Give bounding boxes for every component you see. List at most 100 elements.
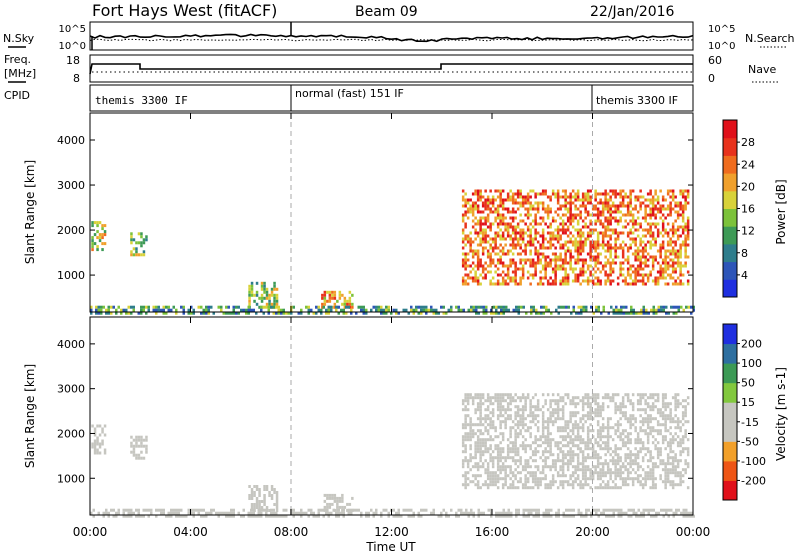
heatmap-cell (534, 447, 537, 451)
heatmap-cell (504, 216, 507, 220)
heatmap-cell (556, 201, 560, 205)
heatmap-cell (671, 471, 675, 475)
heatmap-cell (684, 243, 687, 247)
heatmap-cell (685, 511, 688, 515)
heatmap-cell (664, 228, 667, 232)
heatmap-cell (343, 299, 347, 303)
heatmap-cell (556, 264, 560, 268)
heatmap-cell (362, 311, 365, 315)
heatmap-cell (586, 231, 590, 235)
heatmap-cell (589, 246, 592, 250)
heatmap-cell (529, 234, 532, 238)
heatmap-cell (524, 252, 527, 256)
heatmap-cell (504, 417, 507, 421)
heatmap-cell (556, 192, 560, 196)
heatmap-cell (305, 511, 308, 515)
heatmap-cell (679, 201, 682, 205)
heatmap-cell (644, 255, 647, 259)
heatmap-cell (647, 311, 650, 315)
heatmap-cell (561, 276, 565, 280)
heatmap-cell (664, 261, 667, 265)
heatmap-cell (351, 496, 354, 500)
heatmap-cell (521, 444, 525, 448)
heatmap-cell (521, 267, 525, 271)
heatmap-cell (526, 486, 530, 490)
heatmap-cell (616, 276, 620, 280)
heatmap-cell (521, 411, 525, 415)
heatmap-cell (676, 441, 680, 445)
heatmap-cell (472, 514, 475, 518)
heatmap-cell (484, 468, 487, 472)
heatmap-cell (92, 514, 95, 518)
heatmap-cell (157, 305, 160, 309)
heatmap-cell (541, 231, 545, 235)
heatmap-cell (464, 408, 467, 412)
heatmap-cell (494, 399, 497, 403)
heatmap-cell (596, 234, 600, 238)
heatmap-cell (491, 480, 495, 484)
colorbar-swatch (723, 324, 737, 345)
heatmap-cell (499, 255, 502, 259)
heatmap-cell (466, 438, 470, 442)
heatmap-cell (422, 305, 425, 309)
heatmap-cell (511, 198, 515, 202)
heatmap-cell (499, 219, 502, 223)
heatmap-cell (142, 514, 145, 518)
heatmap-cell (476, 408, 480, 412)
heatmap-cell (516, 201, 520, 205)
heatmap-cell (651, 441, 655, 445)
heatmap-cell (499, 189, 502, 193)
heatmap-cell (484, 276, 487, 280)
heatmap-cell (162, 308, 165, 312)
heatmap-cell (684, 237, 687, 241)
heatmap-cell (481, 267, 485, 271)
heatmap-cell (501, 414, 505, 418)
heatmap-cell (325, 308, 328, 312)
heatmap-cell (679, 249, 682, 253)
heatmap-cell (546, 216, 550, 220)
heatmap-cell (97, 311, 100, 315)
heatmap-cell (531, 219, 535, 223)
heatmap-cell (282, 308, 285, 312)
heatmap-cell (619, 474, 622, 478)
heatmap-cell (147, 305, 150, 309)
heatmap-cell (676, 426, 680, 430)
heatmap-cell (561, 282, 565, 286)
heatmap-cell (674, 228, 677, 232)
heatmap-cell (247, 305, 250, 309)
heatmap-cell (656, 420, 660, 424)
heatmap-cell (624, 258, 627, 262)
heatmap-cell (91, 242, 94, 246)
heatmap-cell (499, 282, 502, 286)
heatmap-cell (514, 441, 517, 445)
heatmap-cell (607, 508, 610, 512)
heatmap-cell (509, 408, 512, 412)
heatmap-cell (532, 514, 535, 518)
heatmap-cell (619, 405, 622, 409)
heatmap-cell (380, 308, 383, 312)
date-label: 22/Jan/2016 (590, 4, 675, 20)
heatmap-cell (549, 414, 552, 418)
heatmap-cell (255, 281, 259, 285)
heatmap-cell (432, 311, 435, 315)
heatmap-cell (526, 393, 530, 397)
heatmap-cell (554, 276, 557, 280)
heatmap-cell (263, 497, 266, 500)
heatmap-cell (569, 198, 572, 202)
heatmap-cell (596, 210, 600, 214)
heatmap-cell (135, 514, 138, 518)
heatmap-cell (554, 258, 557, 262)
heatmap-cell (559, 243, 562, 247)
heatmap-cell (667, 508, 670, 512)
heatmap-cell (496, 477, 500, 481)
heatmap-cell (130, 435, 133, 439)
heatmap-cell (551, 465, 555, 469)
heatmap-cell (664, 231, 667, 235)
heatmap-cell (182, 311, 185, 315)
heatmap-cell (348, 296, 352, 300)
heatmap-cell (549, 237, 552, 241)
heatmap-cell (270, 293, 274, 297)
heatmap-cell (574, 477, 577, 481)
heatmap-cell (484, 459, 487, 463)
